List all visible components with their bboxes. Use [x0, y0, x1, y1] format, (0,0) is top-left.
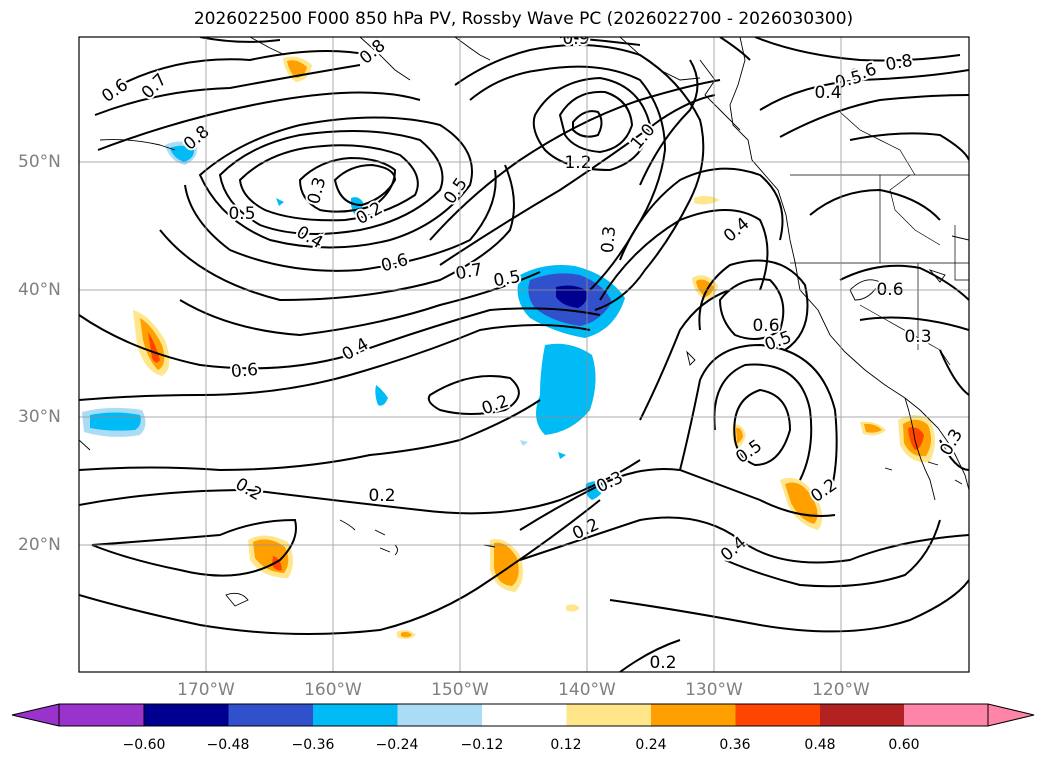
colorbar-segment: [313, 704, 398, 726]
colorbar-tick-label: −0.24: [375, 737, 419, 753]
colorbar-tick-label: −0.12: [460, 737, 504, 753]
colorbar-tick-label: 0.48: [804, 737, 836, 753]
lon-label: 150°W: [431, 680, 489, 700]
colorbar-tick-label: 0.60: [888, 737, 920, 753]
map-title: 2026022500 F000 850 hPa PV, Rossby Wave …: [193, 9, 854, 29]
lon-label: 130°W: [685, 680, 743, 700]
map-frame: [78, 36, 970, 673]
colorbar-tick-label: 0.12: [550, 737, 582, 753]
colorbar-segment: [397, 704, 483, 726]
colorbar-segment: [482, 704, 567, 726]
contour-label: 0.3: [904, 327, 931, 347]
colorbar-tick-label: −0.60: [122, 737, 166, 753]
colorbar-segment: [12, 704, 144, 726]
lon-label: 160°W: [304, 680, 362, 700]
pv-contours: [79, 37, 969, 672]
colorbar-segment: [904, 704, 1034, 726]
lon-label: 170°W: [177, 680, 235, 700]
state-borders: [790, 111, 969, 366]
contour-label: 0.5: [228, 204, 255, 224]
gridlines: [79, 37, 969, 672]
contour-label: 0.9: [562, 29, 589, 49]
colorbar-segment: [651, 704, 736, 726]
colorbar-tick-label: 0.36: [719, 737, 751, 753]
colorbar-frame: [58, 703, 989, 727]
lat-label: 30°N: [18, 407, 61, 427]
colorbar-segment: [566, 704, 652, 726]
contour-label: 0.2: [649, 653, 676, 673]
contour-label: 0.6: [752, 316, 779, 336]
contour-label: 0.4: [814, 83, 841, 103]
lat-label: 40°N: [18, 280, 61, 300]
map-panel: 0.6 0.7 0.8 0.9 0.6 0.8 0.5 0.4 0.6 0.8 …: [78, 29, 970, 673]
lat-label: 50°N: [18, 152, 61, 172]
contour-label: 1.2: [564, 153, 591, 173]
contour-label: 0.6: [230, 360, 259, 382]
contour-label: 0.2: [368, 486, 395, 506]
negative-shading: [82, 141, 625, 500]
colorbar-tick-label: 0.24: [635, 737, 667, 753]
map-background: [79, 37, 969, 672]
lon-label: 140°W: [558, 680, 616, 700]
colorbar-tick-label: −0.48: [206, 737, 250, 753]
colorbar-segment: [735, 704, 821, 726]
contour-label: 0.3: [598, 225, 620, 254]
lat-label: 20°N: [18, 535, 61, 555]
colorbar-segments: [12, 704, 1034, 726]
colorbar-tick-label: −0.36: [291, 737, 335, 753]
colorbar-segment: [820, 704, 905, 726]
colorbar-segment: [144, 704, 229, 726]
colorbar-segment: [228, 704, 314, 726]
positive-shading: [133, 56, 935, 640]
lon-label: 120°W: [812, 680, 870, 700]
